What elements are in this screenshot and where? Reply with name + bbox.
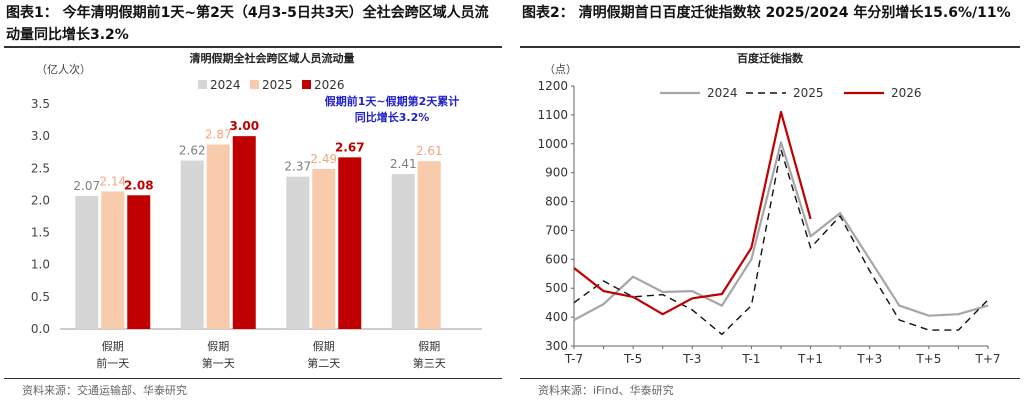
bar-data-label: 2.14 [99, 174, 126, 188]
series-line-2026 [573, 110, 812, 316]
source-divider [4, 378, 502, 379]
y-tick-label: 500 [545, 281, 568, 295]
figure-2-source: 资料来源：iFind、华泰研究 [538, 384, 674, 397]
bar-2025 [417, 161, 441, 329]
bar-data-label: 2.61 [416, 144, 443, 158]
legend-swatch-2024 [198, 80, 207, 89]
x-tick-label: 假期 [418, 339, 440, 353]
y-tick-label: 1100 [537, 108, 568, 122]
bar-2024 [75, 195, 99, 329]
bar-2025 [206, 144, 230, 329]
x-tick-label: 假期 [102, 339, 124, 353]
bar-2026 [127, 195, 151, 329]
y-tick-label: 0.5 [31, 290, 50, 304]
y-tick-label: 3.0 [31, 129, 50, 143]
x-tick-label: T+7 [974, 352, 1000, 366]
legend-label-2024: 2024 [707, 86, 738, 100]
series-line-2024 [573, 141, 989, 321]
y-tick-label: 2.0 [31, 193, 50, 207]
x-tick-label: 假期 [207, 339, 229, 353]
figure-1-panel: 图表1： 今年清明假期前1天~第2天（4月3-5日共3天）全社会跨区域人员流动量… [0, 0, 506, 402]
bar-data-label: 2.37 [284, 160, 311, 174]
y-axis-label: （亿人次） [36, 62, 91, 76]
y-axis-label: （点） [544, 63, 577, 76]
y-tick-label: 700 [545, 223, 568, 237]
figure-1-header: 图表1： 今年清明假期前1天~第2天（4月3-5日共3天）全社会跨区域人员流动量… [6, 5, 489, 43]
x-tick-label: T-1 [741, 352, 760, 366]
legend-label-2025: 2025 [793, 86, 824, 100]
x-tick-label: T+1 [797, 352, 823, 366]
y-tick-label: 1.0 [31, 258, 50, 272]
x-tick-label: 假期 [313, 339, 335, 353]
chart-title: 清明假期全社会跨区域人员流动量 [190, 51, 355, 65]
x-tick-label: T-7 [564, 352, 583, 366]
y-tick-label: 300 [545, 339, 568, 353]
bar-data-label: 2.62 [179, 144, 206, 158]
header-divider [4, 46, 502, 48]
x-tick-label: 第二天 [307, 356, 340, 370]
line-chart: 百度迁徙指数 （点） 300 400 500 600 700 800 900 1000 1100 12… [537, 51, 1000, 366]
bar-data-label: 3.00 [229, 119, 259, 133]
header-divider [520, 46, 1020, 48]
legend-swatch-2025 [250, 80, 259, 89]
annotation-line-1: 假期前1天~假期第2天累计 [325, 94, 460, 108]
y-tick-label: 2.5 [31, 161, 50, 175]
x-tick-label: 前一天 [96, 356, 129, 370]
bar-2024 [391, 174, 415, 329]
y-tick-label: 3.5 [31, 97, 50, 111]
bar-data-label: 2.41 [390, 157, 417, 171]
legend-label-2024: 2024 [210, 78, 241, 92]
legend-label-2025: 2025 [262, 78, 293, 92]
x-tick-label: T+5 [915, 352, 941, 366]
legend-label-2026: 2026 [891, 86, 922, 100]
bar-data-label: 2.49 [310, 152, 337, 166]
bar-2026 [232, 136, 256, 329]
legend-label-2026: 2026 [314, 78, 345, 92]
y-tick-label: 1.5 [31, 226, 50, 240]
chart-title: 百度迁徙指数 [737, 51, 804, 65]
x-tick-label: 第一天 [202, 356, 235, 370]
y-tick-label: 1000 [537, 137, 568, 151]
bar-data-label: 2.08 [124, 178, 154, 192]
x-tick-label: 第三天 [413, 356, 446, 370]
bar-data-label: 2.67 [335, 140, 365, 154]
bar-chart: 清明假期全社会跨区域人员流动量 （亿人次） 0.0 0.5 1.0 1.5 2.0 2.5 3.… [31, 51, 482, 370]
figure-2-panel: 图表2： 清明假期首日百度迁徙指数较 2025/2024 年分别增长15.6%/… [516, 0, 1024, 402]
bar-2024 [286, 176, 310, 329]
x-tick-label: T-3 [682, 352, 701, 366]
annotation-line-2: 同比增长3.2% [355, 110, 430, 124]
y-tick-label: 1200 [537, 79, 568, 93]
y-tick-label: 600 [545, 252, 568, 266]
legend-swatch-2026 [302, 80, 311, 89]
x-tick-label: T-5 [623, 352, 642, 366]
y-tick-label: 400 [545, 310, 568, 324]
y-tick-label: 800 [545, 195, 568, 209]
y-tick-label: 0.0 [31, 322, 50, 336]
bar-2025 [101, 191, 125, 329]
x-tick-label: T+3 [856, 352, 882, 366]
series-line-2025 [573, 148, 989, 336]
bar-2026 [338, 157, 362, 329]
bar-data-label: 2.07 [73, 179, 100, 193]
bar-data-label: 2.87 [205, 128, 232, 142]
bar-2025 [312, 168, 336, 329]
y-tick-label: 900 [545, 166, 568, 180]
bar-2024 [180, 160, 204, 329]
figure-2-header: 图表2： 清明假期首日百度迁徙指数较 2025/2024 年分别增长15.6%/… [522, 5, 1011, 21]
source-divider [520, 378, 1020, 379]
figure-1-source: 资料来源：交通运输部、华泰研究 [22, 384, 187, 397]
